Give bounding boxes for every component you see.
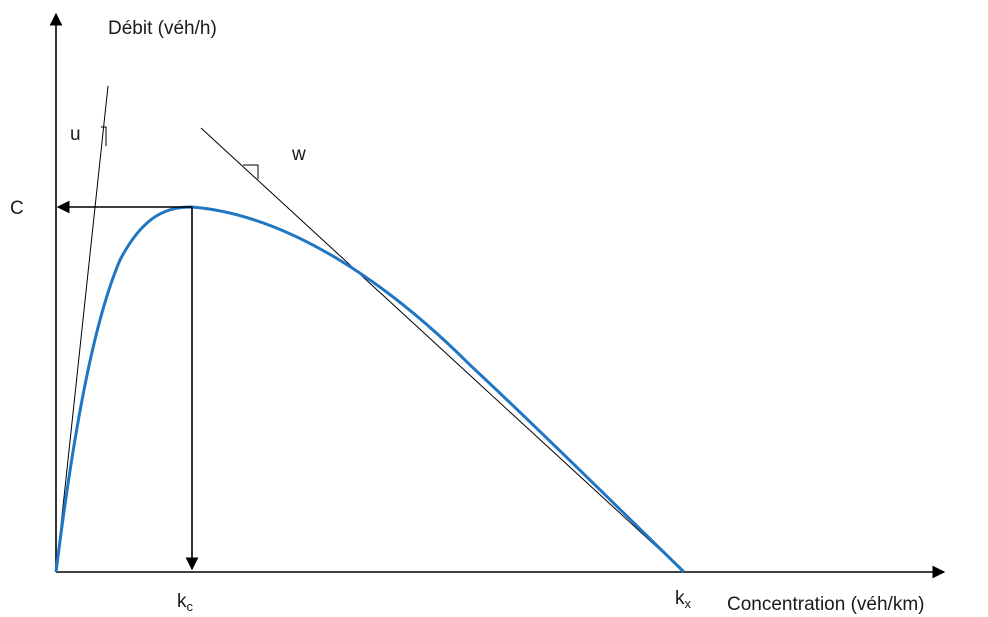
jam-density-base: k — [675, 588, 685, 609]
critical-density-label: kc — [177, 591, 194, 614]
jam-density-label: kx — [675, 588, 692, 611]
free-flow-slope-marker — [101, 126, 107, 146]
wave-speed-label: w — [291, 144, 306, 165]
free-flow-tangent-line — [55, 85, 109, 573]
flow-density-curve — [54, 205, 686, 574]
y-axis-label: Débit (véh/h) — [108, 18, 217, 39]
critical-density-subscript: c — [187, 599, 194, 614]
wave-tangent-line — [200, 127, 685, 573]
critical-density-base: k — [177, 591, 187, 612]
wave-slope-marker — [243, 164, 259, 179]
x-axis-label: Concentration (véh/km) — [727, 594, 924, 615]
capacity-label: C — [10, 198, 24, 219]
jam-density-subscript: x — [685, 596, 692, 611]
free-flow-speed-label: u — [70, 124, 81, 145]
